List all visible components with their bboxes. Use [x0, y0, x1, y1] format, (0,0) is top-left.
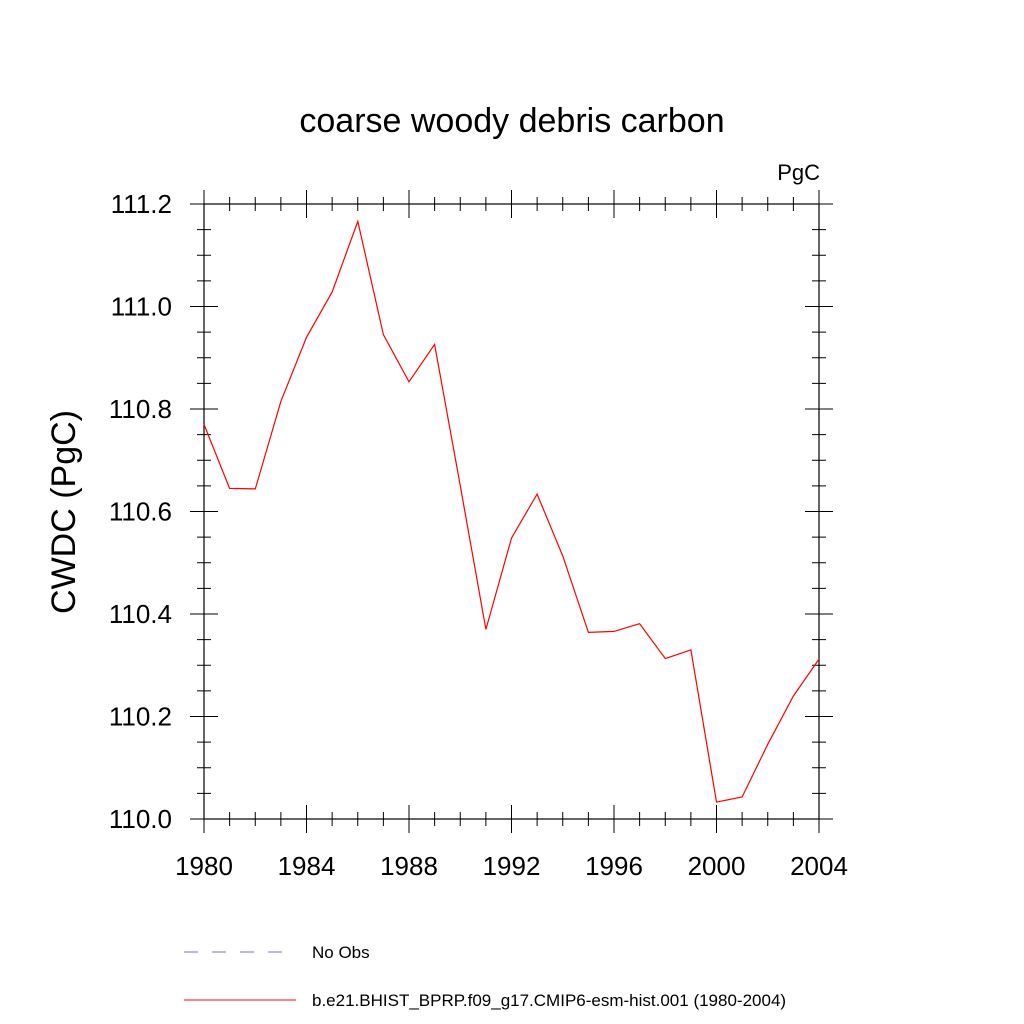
y-tick-label: 110.6 — [109, 497, 172, 527]
axis-ticks — [190, 190, 833, 833]
y-tick-label: 110.8 — [109, 394, 172, 424]
y-tick-label: 110.2 — [109, 702, 172, 732]
x-tick-labels: 1980 1984 1988 1992 1996 2000 2004 — [175, 851, 848, 881]
y-tick-label: 111.0 — [111, 292, 172, 322]
x-tick-label: 1996 — [585, 851, 643, 881]
x-tick-label: 2000 — [688, 851, 746, 881]
x-tick-label: 1980 — [175, 851, 233, 881]
x-tick-label: 1988 — [380, 851, 438, 881]
x-tick-label: 2004 — [790, 851, 848, 881]
x-tick-label: 1992 — [483, 851, 541, 881]
series-lines — [203, 219, 820, 803]
y-tick-label: 110.4 — [109, 599, 172, 629]
legend: No Obs b.e21.BHIST_BPRP.f09_g17.CMIP6-esm… — [184, 943, 786, 1010]
legend-label: No Obs — [312, 943, 370, 962]
legend-label: b.e21.BHIST_BPRP.f09_g17.CMIP6-esm-hist.… — [312, 991, 786, 1010]
units-label: PgC — [777, 160, 820, 185]
x-tick-label: 1984 — [278, 851, 336, 881]
y-axis-label: CWDC (PgC) — [45, 410, 83, 614]
chart-title: coarse woody debris carbon — [299, 102, 724, 140]
y-tick-labels: 110.0 110.2 110.4 110.6 110.8 111.0 111.2 — [109, 189, 172, 834]
series-line — [203, 219, 820, 803]
y-tick-label: 110.0 — [109, 804, 172, 834]
y-tick-label: 111.2 — [111, 189, 172, 219]
plot-frame — [203, 203, 820, 820]
